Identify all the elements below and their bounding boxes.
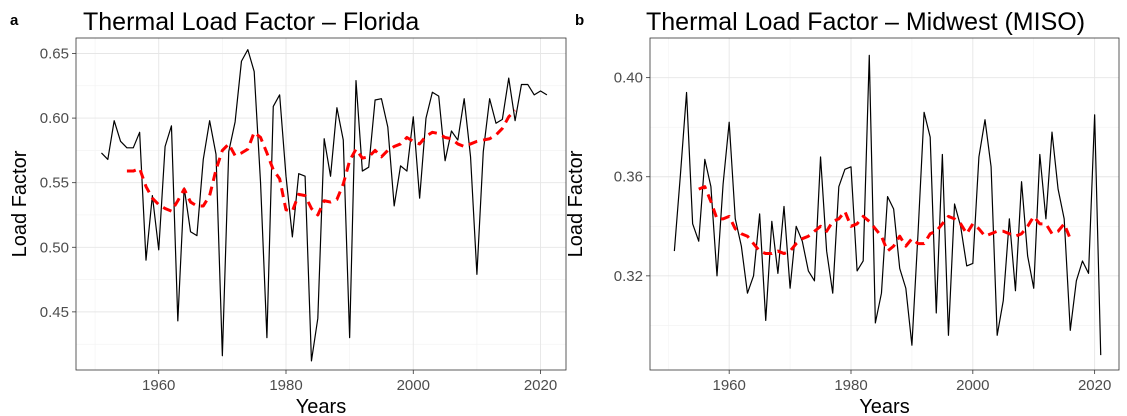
y-axis-title: Load Factor	[9, 150, 31, 257]
plot-frame	[649, 37, 1120, 371]
x-tick-label: 1980	[834, 377, 867, 394]
y-tick-label: 0.55	[40, 175, 69, 192]
x-tick-label: 2000	[397, 377, 430, 394]
chart-panel-b: b Thermal Load Factor – Midwest (MISO) 196…	[565, 8, 1120, 416]
y-tick-label: 0.36	[614, 169, 643, 186]
x-axis-title: Years	[296, 396, 346, 416]
y-tick-label: 0.32	[614, 268, 643, 285]
annual-load-factor-line	[673, 54, 1102, 356]
x-tick-label: 1980	[269, 377, 302, 394]
chart-title: Thermal Load Factor – Midwest (MISO)	[646, 8, 1085, 36]
moving-average-line	[126, 109, 517, 217]
panel-letter: a	[10, 12, 19, 29]
panel-letter: b	[575, 12, 584, 29]
chart-panel-a: a Thermal Load Factor – Florida 1960 1980 20…	[9, 8, 567, 416]
x-tick-label: 1960	[142, 377, 175, 394]
x-tick-label: 2000	[956, 377, 989, 394]
x-tick-label: 1960	[712, 377, 745, 394]
x-axis-title: Years	[859, 396, 909, 416]
annual-load-factor-line	[101, 49, 548, 362]
plot-frame	[75, 37, 567, 371]
x-tick-label: 2020	[1078, 377, 1111, 394]
y-tick-label: 0.45	[40, 304, 69, 321]
moving-average-line	[698, 185, 1072, 256]
y-tick-label: 0.40	[614, 70, 643, 87]
y-tick-label: 0.65	[40, 46, 69, 63]
y-tick-label: 0.50	[40, 239, 69, 256]
x-tick-label: 2020	[524, 377, 557, 394]
chart-title: Thermal Load Factor – Florida	[83, 8, 419, 36]
y-tick-label: 0.60	[40, 110, 69, 127]
y-axis-title: Load Factor	[565, 150, 587, 257]
